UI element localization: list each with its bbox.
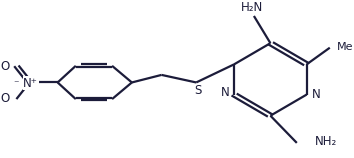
Text: Me: Me bbox=[337, 42, 354, 52]
Text: N: N bbox=[312, 88, 320, 101]
Text: ⁻: ⁻ bbox=[13, 80, 18, 90]
Text: N: N bbox=[221, 86, 230, 99]
Text: O: O bbox=[0, 92, 9, 105]
Text: H₂N: H₂N bbox=[241, 1, 263, 15]
Text: NH₂: NH₂ bbox=[315, 135, 337, 148]
Text: S: S bbox=[194, 84, 201, 97]
Text: O: O bbox=[0, 60, 9, 73]
Text: N⁺: N⁺ bbox=[23, 77, 38, 90]
